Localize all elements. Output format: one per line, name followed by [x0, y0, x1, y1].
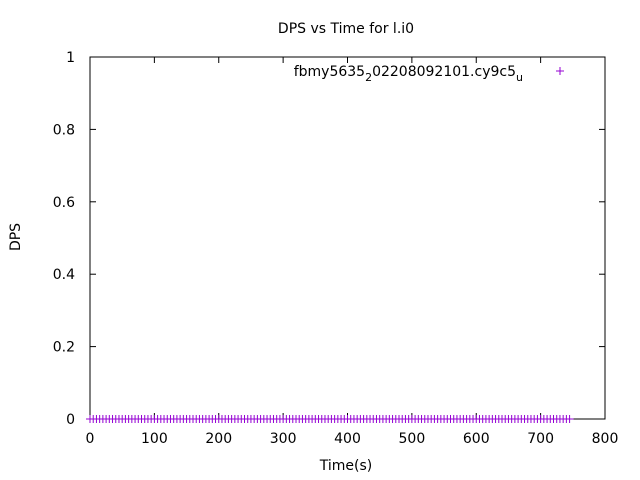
y-tick-label: 1: [66, 50, 75, 66]
legend: fbmy5635202208092101.cy9c5u: [294, 64, 564, 84]
x-tick-label: 700: [527, 431, 554, 447]
legend-label-sub-1: 2: [365, 71, 372, 84]
x-tick-label: 500: [399, 431, 426, 447]
axes: 0 100 200 300 400 500 600 700 800 0 0.2 0.4 0.6 0.8 1: [53, 50, 619, 447]
y-tick-label: 0.8: [53, 122, 75, 138]
x-tick-label: 200: [205, 431, 232, 447]
data-point: [565, 415, 574, 423]
legend-label-sub-2: u: [516, 71, 523, 84]
legend-label-part-2: 02208092101.cy9c5: [372, 64, 516, 80]
x-tick-label: 600: [463, 431, 490, 447]
x-axis-label: Time(s): [319, 458, 372, 474]
legend-label-part-1: fbmy5635: [294, 64, 365, 80]
y-tick-label: 0.2: [53, 340, 75, 356]
x-tick-label: 800: [592, 431, 619, 447]
y-axis-label: DPS: [8, 223, 24, 251]
y-tick-label: 0.6: [53, 195, 75, 211]
x-tick-label: 100: [141, 431, 168, 447]
chart-title: DPS vs Time for l.i0: [278, 21, 414, 37]
y-tick-label: 0.4: [53, 267, 75, 283]
data-points: [86, 415, 574, 423]
legend-label: fbmy5635202208092101.cy9c5u: [294, 64, 523, 84]
y-tick-label: 0: [66, 412, 75, 428]
x-tick-label: 0: [86, 431, 95, 447]
x-tick-label: 300: [270, 431, 297, 447]
plot-area-border: [89, 56, 606, 420]
x-tick-label: 400: [334, 431, 361, 447]
legend-marker: [556, 67, 564, 75]
